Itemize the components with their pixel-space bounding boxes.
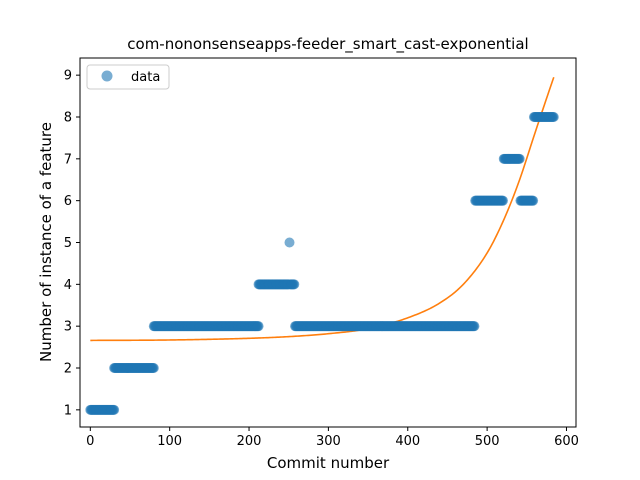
points-layer bbox=[85, 111, 559, 415]
chart-title: com-nononsenseapps-feeder_smart_cast-exp… bbox=[127, 35, 528, 54]
data-point bbox=[514, 153, 525, 164]
x-tick-label: 0 bbox=[86, 434, 94, 449]
y-tick-label: 1 bbox=[64, 403, 72, 418]
y-tick-label: 8 bbox=[64, 110, 72, 125]
x-tick-label: 200 bbox=[237, 434, 262, 449]
y-tick-label: 7 bbox=[64, 152, 72, 167]
data-point bbox=[109, 404, 120, 415]
x-tick-label: 500 bbox=[475, 434, 500, 449]
data-point bbox=[469, 321, 480, 332]
x-axis-label: Commit number bbox=[267, 454, 390, 472]
x-tick-label: 300 bbox=[316, 434, 341, 449]
legend: data bbox=[86, 64, 170, 90]
y-tick-label: 4 bbox=[64, 278, 72, 293]
data-point bbox=[148, 363, 159, 374]
y-tick-label: 3 bbox=[64, 320, 72, 335]
y-tick-label: 6 bbox=[64, 194, 72, 209]
data-point bbox=[497, 195, 508, 206]
x-axis: 0 100 200 300 400 500 600 bbox=[86, 427, 579, 449]
y-tick-label: 2 bbox=[64, 362, 72, 377]
data-point bbox=[548, 111, 559, 122]
data-point bbox=[284, 237, 295, 248]
y-tick-label: 9 bbox=[64, 69, 72, 84]
y-tick-label: 5 bbox=[64, 236, 72, 251]
x-tick-label: 100 bbox=[157, 434, 182, 449]
x-tick-label: 600 bbox=[554, 434, 579, 449]
x-tick-label: 400 bbox=[395, 434, 420, 449]
data-point bbox=[253, 321, 264, 332]
y-axis-label: Number of instance of a feature bbox=[37, 122, 55, 362]
data-point bbox=[528, 195, 539, 206]
legend-marker-data bbox=[101, 70, 113, 82]
y-axis: 1 2 3 4 5 6 7 8 9 bbox=[64, 69, 80, 418]
fit-layer bbox=[90, 76, 555, 342]
data-point bbox=[289, 279, 300, 290]
legend-label-data: data bbox=[131, 70, 160, 85]
fit-curve bbox=[90, 76, 555, 342]
